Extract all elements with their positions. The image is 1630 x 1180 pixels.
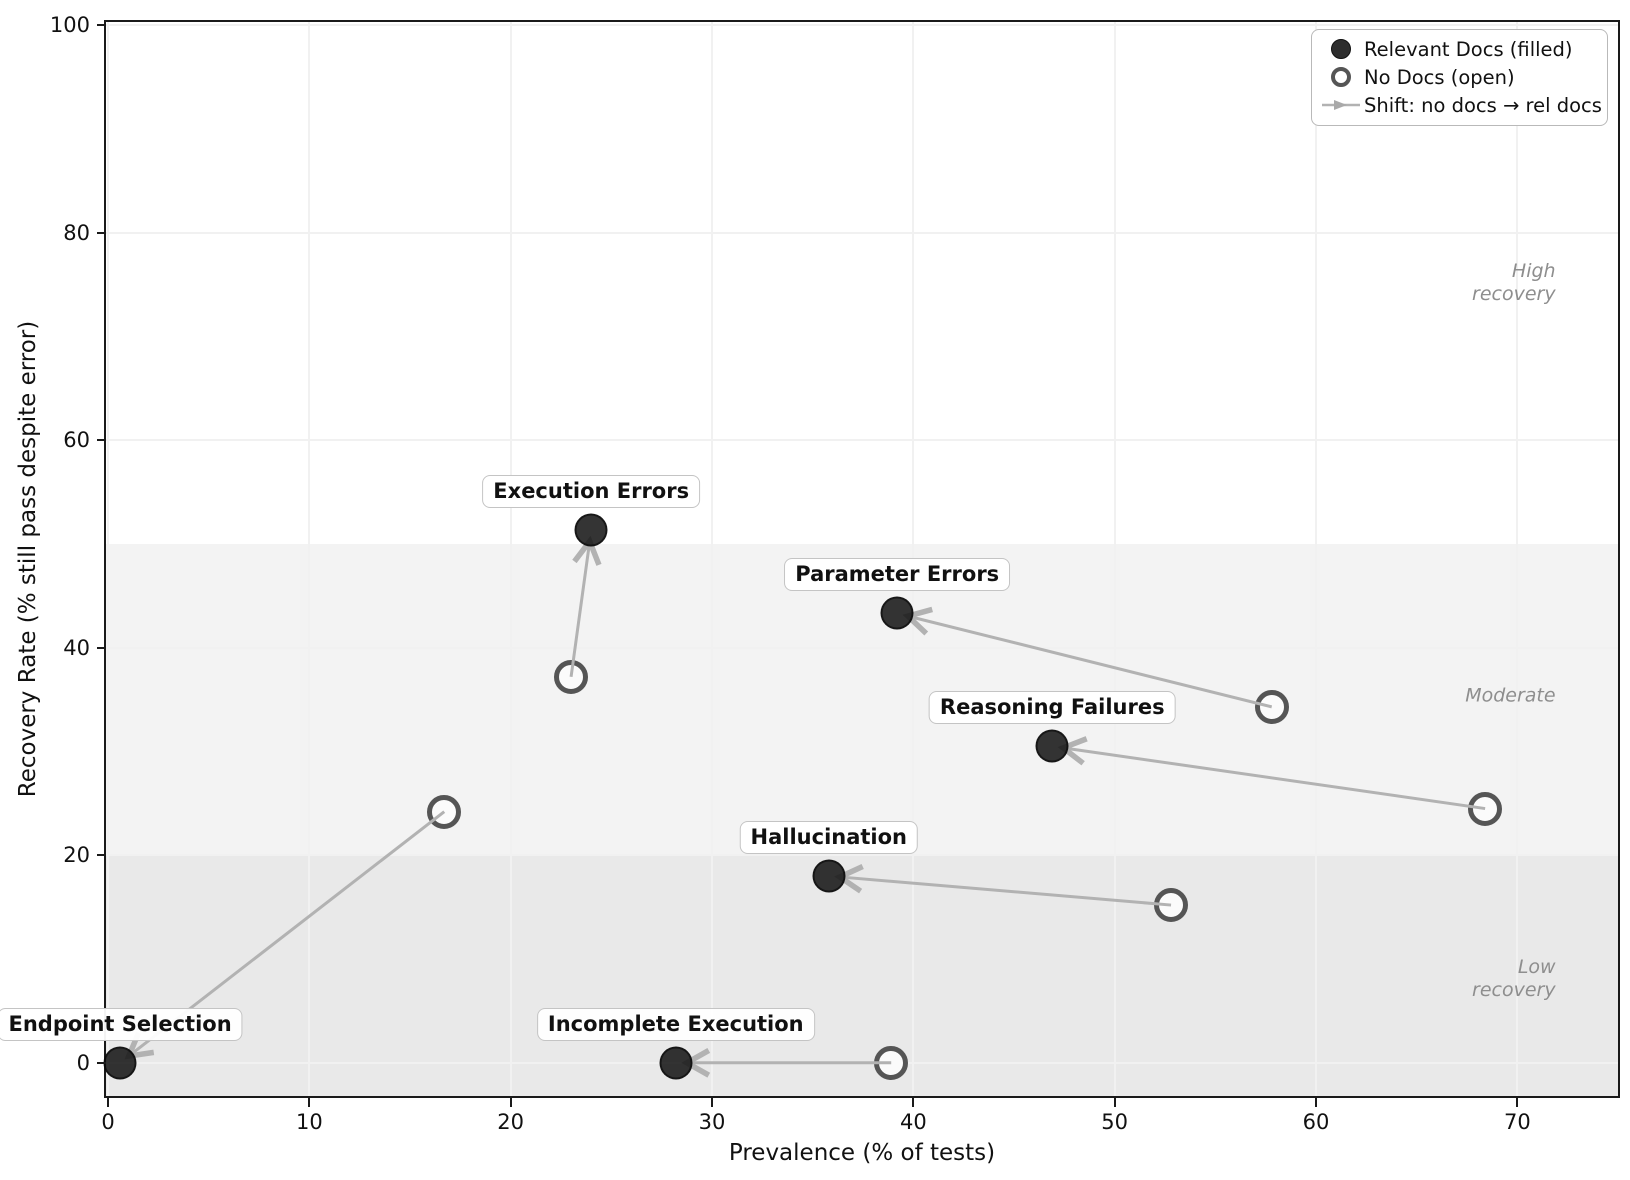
marker-rel-docs-parameter-errors [880,596,914,630]
arrow-icon [1318,99,1364,111]
zone-annotation-low-recovery: Low recovery [1472,955,1556,1001]
category-label-parameter-errors: Parameter Errors [784,558,1011,592]
category-label-hallucination: Hallucination [739,821,919,854]
y-tick [97,1061,106,1064]
shift-arrow-parameter-errors [908,616,1273,709]
y-axis-label: Recovery Rate (% still pass despite erro… [15,320,41,798]
x-tick [308,1098,311,1107]
x-tick [107,1098,109,1107]
y-tick-label: 60 [63,428,90,453]
marker-no-docs-endpoint-selection [427,794,462,829]
arrow-glyph [1322,100,1360,110]
band-low-recovery [106,855,1618,1096]
zone-annotation-high-recovery: High recovery [1472,260,1556,306]
x-tick-label: 40 [899,1110,927,1134]
x-tick [1315,1098,1317,1107]
category-label-incomplete-execution: Incomplete Execution [536,1007,815,1041]
grid-line-vertical [1315,22,1317,1096]
x-tick-label: 60 [1302,1110,1330,1134]
zone-annotation-moderate: Moderate [1465,685,1556,708]
y-tick-label: 40 [63,635,90,660]
x-tick-label: 20 [497,1110,525,1134]
x-tick [1516,1098,1519,1107]
band-moderate [106,543,1618,856]
y-tick [97,24,106,27]
filled-circle-icon [1318,39,1364,59]
grid-line-horizontal [106,24,1618,27]
shift-arrow-execution-errors [569,541,590,677]
x-axis-label: Prevalence (% of tests) [728,1140,996,1166]
y-tick-label: 0 [76,1050,90,1075]
x-tick [912,1098,915,1107]
x-tick [1113,1098,1116,1107]
x-tick-label: 0 [101,1110,115,1134]
category-label-execution-errors: Execution Errors [482,475,701,509]
legend-item-filled-circle: Relevant Docs (filled) [1318,35,1599,63]
x-tick-label: 30 [698,1110,726,1134]
x-tick [711,1098,713,1107]
y-tick-label: 100 [49,13,90,38]
legend-label: No Docs (open) [1364,65,1515,89]
marker-rel-docs-hallucination [812,859,846,893]
x-tick-label: 50 [1101,1110,1129,1134]
category-label-reasoning-failures: Reasoning Failures [928,691,1176,725]
marker-rel-docs-endpoint-selection [103,1046,137,1080]
filled-circle-glyph [1331,39,1351,59]
y-tick [97,646,106,649]
legend-item-open-circle: No Docs (open) [1318,63,1599,91]
open-circle-icon [1318,67,1364,87]
marker-rel-docs-incomplete-execution [659,1046,693,1080]
y-tick-label: 20 [63,843,90,868]
grid-line-vertical [107,22,109,1096]
marker-rel-docs-execution-errors [574,513,608,547]
grid-line-vertical [1113,22,1116,1096]
grid-line-vertical [509,22,512,1096]
marker-no-docs-parameter-errors [1254,689,1289,724]
grid-line-horizontal [106,854,1618,857]
y-tick [97,439,106,442]
legend: Relevant Docs (filled) No Docs (open) Shif… [1311,29,1608,126]
y-tick-label: 80 [63,220,90,245]
shift-arrow-hallucination [840,877,1172,907]
x-tick [509,1098,512,1107]
x-tick-label: 10 [295,1110,323,1134]
grid-line-horizontal [106,439,1618,442]
grid-line-vertical [1516,22,1519,1096]
category-label-endpoint-selection: Endpoint Selection [0,1007,243,1041]
grid-line-vertical [308,22,311,1096]
grid-line-horizontal [106,231,1618,234]
plot-area: High recovery Moderate Low recovery Execut… [0,20,1620,1098]
legend-item-arrow: Shift: no docs → rel docs [1318,91,1602,119]
marker-rel-docs-reasoning-failures [1035,729,1069,763]
grid-line-horizontal [106,646,1618,649]
open-circle-glyph [1331,67,1351,87]
legend-label: Shift: no docs → rel docs [1364,93,1602,117]
y-tick [97,854,106,857]
shift-arrow-reasoning-failures [1063,748,1486,811]
legend-label: Relevant Docs (filled) [1364,37,1573,61]
y-tick [97,231,106,234]
grid-line-vertical [711,22,713,1096]
x-tick-label: 70 [1503,1110,1531,1134]
